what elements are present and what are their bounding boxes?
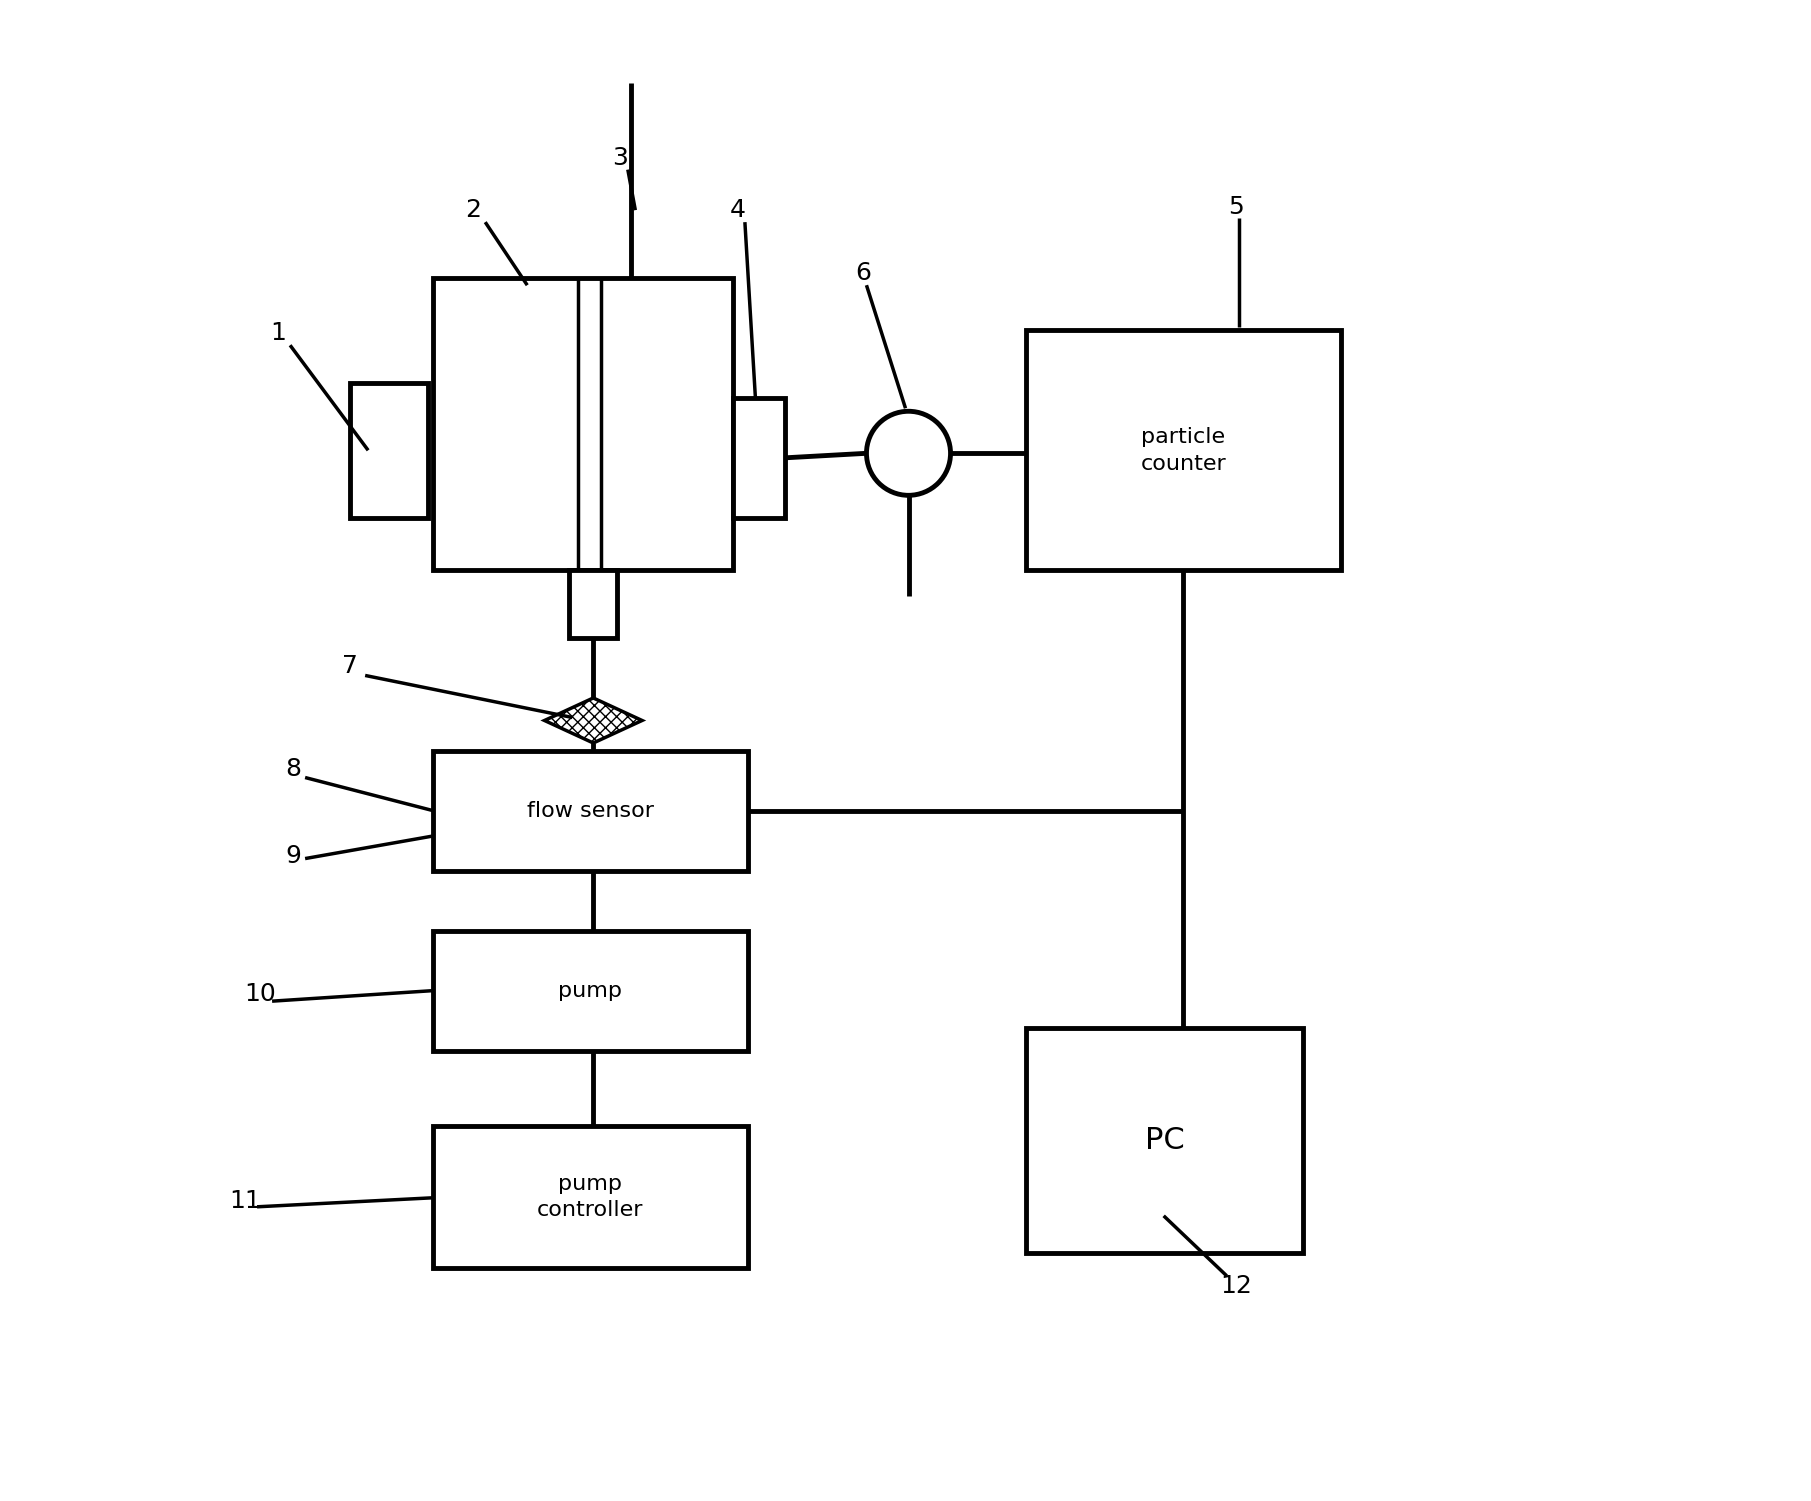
Text: 7: 7 [342, 654, 359, 678]
Text: 11: 11 [230, 1189, 261, 1213]
Bar [1025, 330, 1340, 570]
Text: 10: 10 [244, 982, 275, 1006]
Text: 5: 5 [1228, 195, 1244, 219]
Text: 6: 6 [855, 261, 871, 285]
Bar [433, 278, 733, 570]
Text: 9: 9 [284, 844, 301, 868]
Text: particle
counter: particle counter [1141, 428, 1226, 473]
Text: 2: 2 [465, 198, 482, 222]
Text: 3: 3 [612, 146, 628, 170]
Text: 12: 12 [1221, 1274, 1251, 1298]
Text: pump
controller: pump controller [538, 1174, 643, 1220]
Bar [350, 383, 427, 518]
Bar [569, 570, 618, 638]
Bar [433, 1126, 748, 1268]
Text: PC: PC [1145, 1126, 1184, 1156]
Text: pump: pump [558, 980, 623, 1001]
Bar [433, 931, 748, 1051]
Bar [433, 750, 748, 871]
Bar [733, 398, 786, 518]
Text: 1: 1 [270, 321, 286, 345]
Polygon shape [545, 698, 643, 743]
Text: flow sensor: flow sensor [527, 800, 654, 821]
Text: 4: 4 [730, 198, 746, 222]
Bar [1025, 1028, 1304, 1253]
Text: 8: 8 [284, 757, 301, 781]
